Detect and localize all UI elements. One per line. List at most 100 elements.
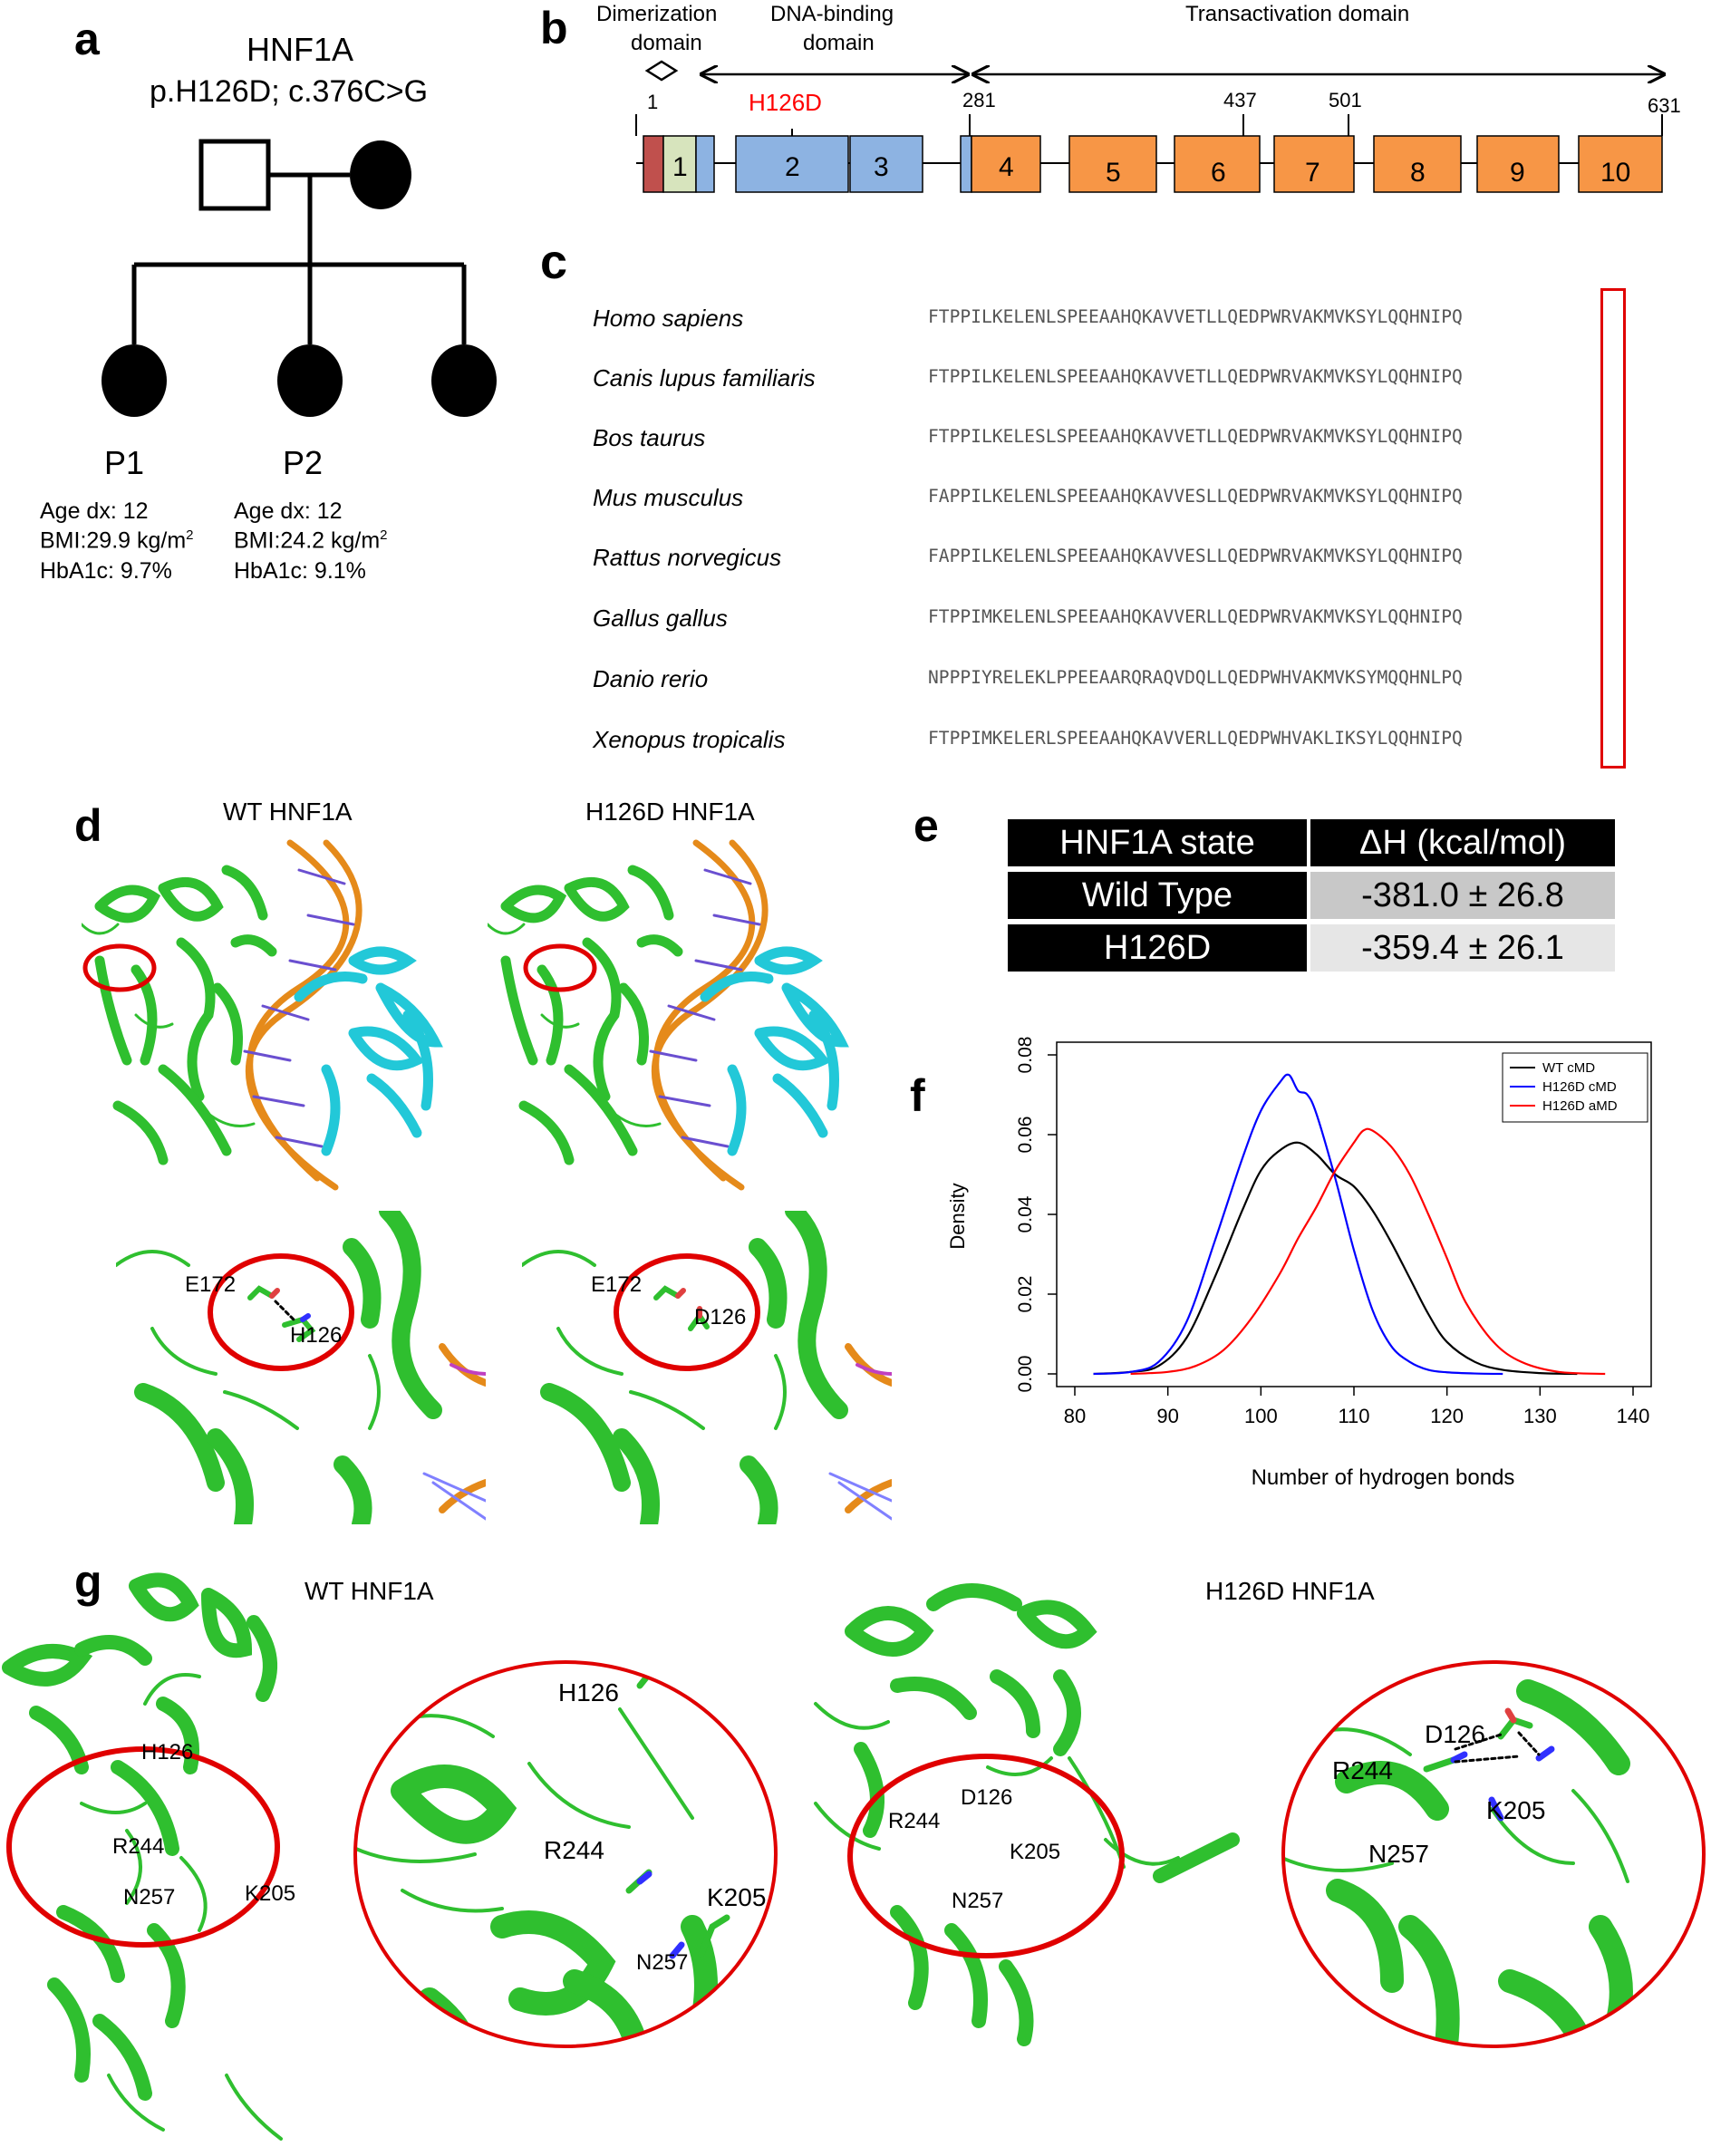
table-row-state: Wild Type [1008, 872, 1307, 919]
p1-age: Age dx: 12 [40, 498, 149, 524]
p2-label: P2 [283, 444, 324, 481]
sequence: FTPPILKELENLSPEEAAHQKAVVETLLQEDPWRVAKMVK… [928, 306, 1463, 327]
p1-hba1c: HbA1c: 9.7% [40, 558, 172, 584]
g-wt-h126: H126 [141, 1740, 194, 1764]
sequence: FTPPIMKELENLSPEEAAHQKAVVERLLQEDPWRVAKMVK… [928, 606, 1463, 627]
sequence: FAPPILKELENLSPEEAAHQKAVVESLLQEDPWRVAKMVK… [928, 486, 1463, 507]
d-mut-zoom [522, 1211, 892, 1524]
x-tick-label: 140 [1617, 1405, 1650, 1427]
table-row-state: H126D [1008, 924, 1307, 972]
exon-7: 7 [1305, 158, 1320, 188]
pos-437: 437 [1223, 89, 1257, 111]
x-tick-label: 100 [1244, 1405, 1278, 1427]
exon-2: 2 [785, 152, 800, 182]
sequence: FAPPILKELENLSPEEAAHQKAVVESLLQEDPWRVAKMVK… [928, 546, 1463, 566]
species-name: Bos taurus [593, 424, 706, 451]
p2-bmi: BMI:24.2 kg/m2 [234, 527, 388, 554]
sequence: FTPPIMKELERLSPEEAAHQKAVVERLLQEDPWHVAKLIK… [928, 728, 1463, 749]
g-wt-overview [2, 1572, 283, 2141]
child-3-circle [431, 344, 497, 417]
y-tick-label: 0.06 [1015, 1117, 1036, 1154]
dimerization-label-2: domain [631, 31, 702, 55]
g-wt-zoom-n257: N257 [636, 1950, 689, 1975]
panel-label-e: e [914, 800, 939, 851]
d-wt-zoom [116, 1211, 486, 1524]
domain-map [635, 60, 1695, 193]
p2-hba1c: HbA1c: 9.1% [234, 558, 366, 584]
species-name: Gallus gallus [593, 604, 728, 632]
p2-age: Age dx: 12 [234, 498, 343, 524]
d-wt-title: WT HNF1A [223, 798, 353, 826]
panel-label-b: b [540, 3, 568, 53]
x-tick-label: 90 [1156, 1405, 1178, 1427]
g-mut-r244: R244 [888, 1809, 941, 1833]
x-tick-label: 110 [1338, 1405, 1369, 1427]
table-header-state: HNF1A state [1008, 819, 1307, 866]
g-wt-zoom [353, 1660, 778, 2048]
species-name: Homo sapiens [593, 305, 744, 332]
pos-631: 631 [1648, 94, 1681, 117]
x-tick-label: 120 [1430, 1405, 1464, 1427]
species-name: Rattus norvegicus [593, 544, 782, 571]
exon-4: 4 [999, 152, 1014, 182]
y-tick-label: 0.04 [1015, 1195, 1036, 1233]
g-wt-zoom-h126: H126 [558, 1678, 619, 1706]
g-mut-zoom-k205: K205 [1486, 1796, 1546, 1824]
dna-binding-label-1: DNA-binding [770, 2, 894, 26]
exon-3: 3 [874, 152, 889, 182]
g-mut-k205: K205 [1010, 1840, 1061, 1864]
table-row-value: -359.4 ± 26.1 [1310, 924, 1615, 972]
panel-label-d: d [74, 800, 102, 851]
legend-label: WT cMD [1542, 1060, 1595, 1076]
panel-label-a: a [74, 14, 100, 64]
panel-label-g: g [74, 1556, 102, 1607]
d-mut-overview [488, 839, 849, 1191]
sequence: NPPPIYRELEKLPPEEAARQRAQVDQLLQEDPWHVAKMVK… [928, 667, 1463, 688]
sequence: FTPPILKELENLSPEEAAHQKAVVETLLQEDPWRVAKMVK… [928, 366, 1463, 387]
table-row-value: -381.0 ± 26.8 [1310, 872, 1615, 919]
x-tick-label: 80 [1064, 1405, 1086, 1427]
g-mut-d126: D126 [961, 1785, 1013, 1810]
mother-circle [350, 140, 411, 209]
d-mut-title: H126D HNF1A [585, 798, 755, 826]
g-mut-title: H126D HNF1A [1205, 1577, 1375, 1605]
d-e172-mut: E172 [591, 1272, 643, 1297]
d-h126-wt: H126 [290, 1323, 343, 1348]
pedigree-gene: HNF1A [246, 31, 354, 68]
exon-10: 10 [1600, 158, 1631, 188]
exon-9: 9 [1510, 158, 1525, 188]
child-p2-circle [277, 344, 343, 417]
y-tick-label: 0.00 [1015, 1356, 1036, 1393]
g-mut-n257: N257 [952, 1889, 1004, 1913]
panel-label-c: c [540, 235, 568, 289]
g-mut-zoom-d126: D126 [1425, 1720, 1485, 1748]
conserved-residue-box [1600, 288, 1626, 769]
g-wt-circle [6, 1746, 280, 1948]
legend-label: H126D cMD [1542, 1079, 1617, 1095]
pos-281: 281 [962, 89, 996, 111]
d-e172-wt: E172 [185, 1272, 237, 1297]
species-name: Mus musculus [593, 484, 744, 511]
sequence: FTPPILKELESLSPEEAAHQKAVVETLLQEDPWRVAKMVK… [928, 426, 1463, 447]
g-mut-zoom [1281, 1660, 1706, 2048]
table-header-value: ΔH (kcal/mol) [1310, 819, 1615, 866]
pedigree-variant: p.H126D; c.376C>G [150, 74, 429, 109]
series-line-1 [1093, 1073, 1503, 1376]
d-d126-mut: D126 [694, 1305, 747, 1329]
child-p1-circle [102, 344, 167, 417]
species-name: Danio rerio [593, 665, 709, 692]
pos-501: 501 [1329, 89, 1362, 111]
transactivation-label: Transactivation domain [1185, 2, 1410, 26]
g-wt-title: WT HNF1A [304, 1577, 434, 1605]
exon-8: 8 [1410, 158, 1426, 188]
pedigree-tree [102, 139, 497, 417]
series-line-0 [1093, 1141, 1578, 1376]
g-mut-circle [847, 1754, 1125, 1958]
species-name: Canis lupus familiaris [593, 364, 816, 392]
series-line-2 [1130, 1127, 1606, 1376]
chart-xlabel: Number of hydrogen bonds [1252, 1465, 1515, 1490]
y-tick-label: 0.02 [1015, 1276, 1036, 1313]
p1-label: P1 [104, 444, 145, 481]
exon-6: 6 [1211, 158, 1226, 188]
g-mut-overview [814, 1583, 1240, 2046]
